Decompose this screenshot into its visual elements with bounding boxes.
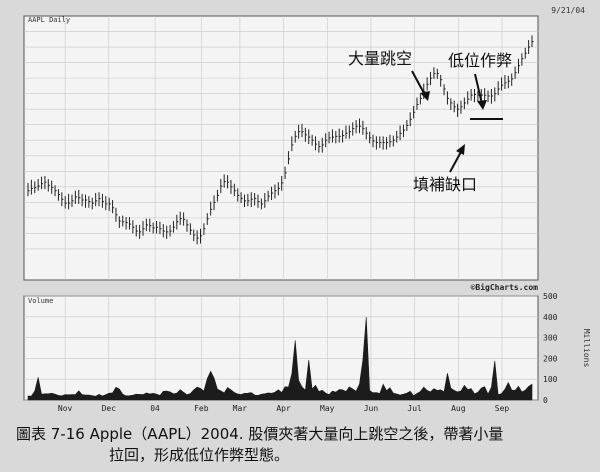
month-label: Jun (364, 404, 379, 413)
volume-y-ticks: 0 100 200 300 400 500 (543, 292, 558, 405)
volume-y-tick-label: 300 (543, 334, 558, 343)
volume-y-tick-label: 0 (543, 396, 548, 405)
chart-date: 9/21/04 (551, 6, 585, 15)
volume-panel-title: Volume (28, 297, 53, 305)
month-label: 04 (150, 404, 160, 413)
annotation-arrow-cheat (474, 73, 483, 105)
annotation-arrowhead-cheat (477, 100, 487, 110)
month-label: Sep (495, 404, 510, 413)
volume-y-tick-label: 100 (543, 375, 558, 384)
month-labels: Nov Dec 04 Feb Mar Apr May Jun Jul Aug Sep (58, 404, 510, 413)
price-panel-title: AAPL Daily (28, 16, 70, 24)
month-label: Apr (276, 404, 291, 413)
annotation-arrowhead-gap (420, 91, 430, 101)
caption-line-2: 拉回，形成低位作弊型態。 (109, 446, 290, 464)
volume-y-label: Millions (582, 329, 591, 368)
price-bars (27, 35, 534, 245)
source-credit: ©BigCharts.com (471, 282, 539, 292)
month-label: Dec (102, 404, 117, 413)
month-label: May (320, 404, 335, 413)
month-label: Feb (194, 404, 209, 413)
volume-y-tick-label: 500 (543, 292, 558, 301)
annotation-arrowhead-fill (456, 144, 465, 155)
volume-grid (24, 295, 538, 401)
price-panel (23, 15, 539, 281)
annotation-arrow-gap (411, 70, 426, 96)
volume-y-tick-label: 400 (543, 313, 558, 322)
month-label: Nov (58, 404, 73, 413)
caption-line-1: 圖表 7-16 Apple（AAPL）2004. 股價夾著大量向上跳空之後，帶著… (16, 425, 504, 443)
volume-area (27, 316, 533, 401)
volume-panel (23, 295, 539, 401)
month-label: Aug (451, 404, 466, 413)
annotation-fill-gap: 填補缺口 (413, 175, 477, 194)
annotation-big-volume-gap: 大量跳空 (348, 49, 412, 68)
volume-y-tick-label: 200 (543, 354, 558, 363)
price-grid (24, 16, 538, 280)
figure-caption: 圖表 7-16 Apple（AAPL）2004. 股價夾著大量向上跳空之後，帶著… (16, 424, 596, 466)
month-label: Jul (407, 404, 422, 413)
month-label: Mar (233, 404, 248, 413)
volume-area-shape (27, 316, 533, 401)
annotation-arrow-fill (449, 149, 463, 173)
annotation-low-cheat: 低位作弊 (448, 51, 512, 70)
